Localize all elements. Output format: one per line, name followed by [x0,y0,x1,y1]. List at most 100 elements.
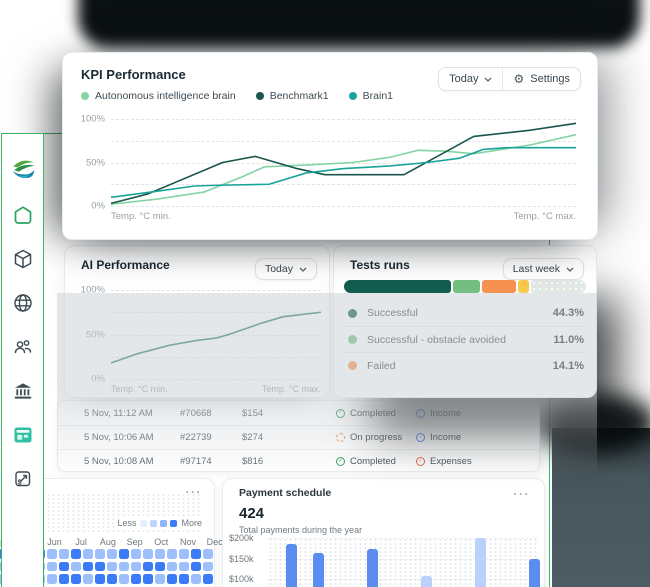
legend-more-label: More [181,518,202,528]
heatmap-cell[interactable] [131,561,141,571]
x-axis-label-min: Temp. °C min. [111,384,168,394]
kpi-settings-button[interactable]: ⚙ Settings [502,68,580,90]
table-row[interactable]: 5 Nov, 11:12 AM #70668 $154 ✓ Completed ↓ Inco… [58,401,539,425]
heatmap-cell[interactable] [167,549,177,559]
bank-icon[interactable] [12,380,34,402]
heatmap-cell[interactable] [83,574,93,584]
cell-time: 5 Nov, 10:08 AM [84,456,154,467]
kpi-settings-label: Settings [530,73,570,85]
legend-label: Autonomous intelligence brain [95,90,236,102]
heatmap-cell[interactable] [71,574,81,584]
heatmap-cell[interactable] [131,574,141,584]
table-row[interactable]: 5 Nov, 10:08 AM #97174 $816 ✓ Completed ↑ Expe… [58,449,539,471]
card-menu-icon[interactable]: ··· [513,487,530,501]
bar-remainder [531,280,586,293]
heatmap-cell[interactable] [107,561,117,571]
payment-bar[interactable] [286,544,297,587]
cell-invoice-id: #22739 [180,432,212,443]
heatmap-cell[interactable] [47,574,57,584]
heatmap-cell[interactable] [203,549,213,559]
heatmap-cell[interactable] [95,574,105,584]
heatmap-cell[interactable] [179,574,189,584]
type-label: Income [430,407,462,419]
heatmap-cell[interactable] [155,574,165,584]
payment-bar[interactable] [367,548,378,587]
gridline [111,119,576,120]
gridline [268,538,538,539]
heatmap-cell[interactable] [119,549,129,559]
income-icon: ↓ [416,433,425,442]
tests-legend-value: 14.1% [552,359,584,372]
kpi-period-label: Today [449,73,479,85]
legend-scale-square [170,519,178,527]
heatmap-cell[interactable] [131,549,141,559]
heatmap-cell[interactable] [155,549,165,559]
heatmap-cell[interactable] [179,561,189,571]
heatmap-cell[interactable] [203,574,213,584]
tests-period-dropdown[interactable]: Last week [502,258,584,280]
brand-logo-icon[interactable] [9,156,37,184]
heatmap-cell[interactable] [119,561,129,571]
heatmap-cell[interactable] [143,549,153,559]
transactions-icon[interactable]: $ [12,468,34,490]
heatmap-cell[interactable] [71,561,81,571]
kpi-period-dropdown[interactable]: Today [439,68,502,90]
heatmap-month-label: Aug [99,537,116,547]
heatmap-cell[interactable] [47,561,57,571]
heatmap-cell[interactable] [83,561,93,571]
payment-bar[interactable] [421,576,432,587]
legend-scale-square [160,519,168,527]
top-shadow-blob [78,0,640,48]
storefront-icon[interactable] [12,424,34,446]
y-axis-label: 100% [80,284,105,296]
cell-type: ↓ Income [416,432,461,443]
gear-icon: ⚙ [513,72,525,86]
heatmap-cell[interactable] [179,549,189,559]
payment-bar[interactable] [475,538,486,587]
kpi-lines [111,119,576,206]
heatmap-cell[interactable] [167,574,177,584]
legend-scale [140,519,178,527]
heatmap-cell[interactable] [83,549,93,559]
heatmap-cell[interactable] [203,561,213,571]
x-axis-label-max: Temp. °C max. [513,211,576,222]
heatmap-cell[interactable] [47,549,57,559]
users-icon[interactable] [12,336,34,358]
heatmap-cell[interactable] [167,561,177,571]
heatmap-cell[interactable] [71,549,81,559]
payment-bar[interactable] [313,552,324,587]
chevron-down-icon [299,267,307,272]
heatmap-cell[interactable] [191,561,201,571]
payment-bar[interactable] [529,558,540,587]
ai-lines [111,290,321,379]
chevron-down-icon [484,77,492,82]
heatmap-cell[interactable] [59,574,69,584]
heatmap-cell[interactable] [107,574,117,584]
gridline [111,184,576,186]
heatmap-cell[interactable] [143,561,153,571]
heatmap-cell[interactable] [59,549,69,559]
heatmap-cell[interactable] [119,574,129,584]
table-row[interactable]: 5 Nov, 10:06 AM #22739 $274 On progress ↓ Inc… [58,425,539,449]
heatmap-cell[interactable] [95,549,105,559]
legend-label: Benchmark1 [269,90,329,102]
cube-icon[interactable] [12,248,34,270]
type-label: Income [430,432,462,443]
cell-invoice-id: #70668 [180,407,212,419]
heatmap-cell[interactable] [59,561,69,571]
kpi-performance-card: KPI Performance Today ⚙ Settings Autonom… [62,52,598,240]
heatmap-cell[interactable] [107,549,117,559]
heatmap-cell[interactable] [191,549,201,559]
heatmap-cell[interactable] [143,574,153,584]
home-icon[interactable] [12,204,34,226]
heatmap-cell[interactable] [155,561,165,571]
progress-icon [336,433,345,442]
gridline [111,206,576,207]
bar-segment [344,280,452,293]
ai-x-axis: Temp. °C min. Temp. °C max. [111,384,321,394]
ai-period-dropdown[interactable]: Today [254,258,317,280]
heatmap-cell[interactable] [95,561,105,571]
tests-stacked-bar [344,280,586,293]
globe-icon[interactable] [12,292,34,314]
heatmap-cell[interactable] [191,574,201,584]
